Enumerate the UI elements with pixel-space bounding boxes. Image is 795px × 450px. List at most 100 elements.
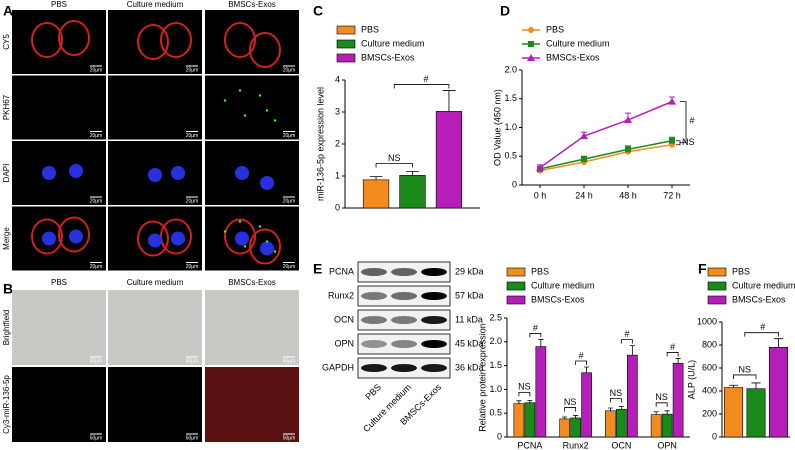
micrograph <box>12 141 106 205</box>
line <box>539 144 673 172</box>
error-bar <box>653 411 659 415</box>
blot-band <box>421 340 447 348</box>
legend-label: BMSCs-Exos <box>531 294 585 304</box>
panel-label: F <box>698 261 707 277</box>
scale-text: 50μm <box>186 435 199 441</box>
legend-swatch <box>707 281 727 291</box>
scale-text: 20μm <box>283 264 296 270</box>
point <box>669 137 675 144</box>
size-label: 11 kDa <box>455 314 483 324</box>
y-tick-label: 0 <box>512 179 517 189</box>
scale-text: 20μm <box>186 133 199 139</box>
protein-label: OPN <box>334 338 354 348</box>
nucleus <box>69 164 83 178</box>
scale-text: 20μm <box>90 133 103 139</box>
scale-text: 20μm <box>283 133 296 139</box>
y-axis-label: OD Value (450 nm) <box>492 89 502 166</box>
exosome <box>238 89 242 92</box>
column-label: Culture medium <box>127 0 184 9</box>
error-bar <box>516 400 522 404</box>
y-axis-label: ALP (U/L) <box>686 360 696 399</box>
legend-swatch <box>336 25 356 35</box>
bracket <box>393 84 450 89</box>
legend-swatch <box>506 267 526 277</box>
cell-membrane <box>160 218 192 255</box>
legend-label: Culture medium <box>732 280 795 290</box>
column-label: BMSCs-Exos <box>228 0 276 9</box>
row-label: PKH67 <box>2 94 11 120</box>
micrograph <box>205 75 299 140</box>
cell-membrane <box>31 22 63 58</box>
error-bar <box>675 358 681 364</box>
bar <box>524 402 536 438</box>
exosome <box>273 250 277 253</box>
bar <box>559 418 570 438</box>
y-tick-label: 0.5 <box>489 408 502 418</box>
bracket <box>564 407 577 412</box>
error-bar <box>573 415 579 418</box>
cell-membrane <box>137 24 169 60</box>
y-tick-label: 0 <box>712 431 717 441</box>
scale-text: 20μm <box>283 198 296 204</box>
y-tick-label: 0 <box>335 202 340 212</box>
bracket <box>680 101 687 144</box>
bar <box>768 346 788 438</box>
cell-membrane <box>58 20 90 56</box>
blot-band <box>421 316 447 324</box>
row-label: Merge <box>2 227 11 250</box>
bar <box>746 388 766 438</box>
scale-text: 20μm <box>283 67 296 73</box>
size-label: 57 kDa <box>455 290 484 300</box>
exosome <box>258 94 262 97</box>
bracket <box>655 402 668 407</box>
legend-swatch <box>506 295 526 305</box>
point <box>580 132 588 140</box>
micrograph <box>108 367 202 442</box>
cell-membrane <box>58 216 90 253</box>
x-tick-label: OPN <box>657 440 677 450</box>
bar <box>661 413 673 438</box>
error-bar <box>629 345 635 356</box>
y-tick-label: 2.5 <box>489 312 502 322</box>
bar <box>570 417 581 438</box>
y-tick-label: 2.0 <box>489 336 502 346</box>
y-tick-label: 1 <box>335 170 340 180</box>
x-tick-label: OCN <box>611 440 631 450</box>
exosome <box>243 114 247 117</box>
row-label: CY5 <box>2 34 11 50</box>
bar <box>650 414 662 438</box>
nucleus <box>148 168 162 182</box>
bar <box>513 403 525 438</box>
legend-swatch <box>336 39 356 49</box>
row-label: DAPI <box>2 164 11 183</box>
annotation: NS <box>610 388 623 398</box>
blot-band <box>361 268 387 276</box>
size-label: 36 kDa <box>455 362 484 372</box>
legend-label: Culture medium <box>361 38 425 48</box>
scale-text: 50μm <box>186 358 199 364</box>
micrograph <box>108 10 202 74</box>
blot-band <box>361 340 387 348</box>
legend-label: Culture medium <box>546 38 610 48</box>
scale-text: 20μm <box>90 67 103 73</box>
error-bar <box>618 406 624 410</box>
blot-strip <box>357 333 451 355</box>
error-bar <box>728 384 739 388</box>
annotation: NS <box>388 153 401 163</box>
bracket <box>518 391 531 397</box>
error-bar <box>773 338 784 348</box>
y-tick-label: 1.0 <box>504 122 517 132</box>
legend-marker <box>527 54 535 61</box>
error-bar <box>527 399 533 403</box>
error-bar <box>562 416 568 419</box>
legend-label: Culture medium <box>531 280 595 290</box>
y-tick-label: 200 <box>702 408 717 418</box>
annotation: # <box>533 323 538 333</box>
legend-swatch <box>506 281 526 291</box>
exosome <box>265 109 269 112</box>
annotation: # <box>760 322 765 332</box>
error-bar <box>584 366 590 373</box>
annotation: # <box>579 350 584 360</box>
bar <box>605 410 616 438</box>
scale-text: 20μm <box>90 264 103 270</box>
